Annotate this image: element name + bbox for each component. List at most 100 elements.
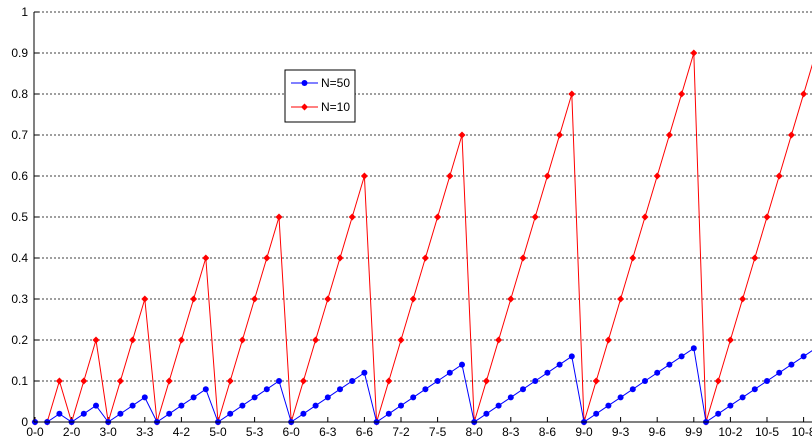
data-point-n50 — [788, 361, 795, 368]
data-point-n10 — [531, 213, 539, 221]
x-tick-label: 5-0 — [209, 425, 227, 439]
data-point-n10 — [165, 377, 173, 385]
y-tick-label: 0.6 — [11, 169, 28, 183]
data-point-n50 — [361, 369, 368, 376]
data-point-n50 — [312, 402, 319, 409]
data-point-n50 — [507, 394, 514, 401]
data-point-n10 — [519, 254, 527, 262]
x-tick-label: 3-3 — [136, 425, 154, 439]
data-point-n10 — [177, 336, 185, 344]
data-point-n10 — [751, 254, 759, 262]
legend-box — [284, 69, 356, 123]
data-point-n10 — [690, 49, 698, 57]
data-point-n50 — [727, 402, 734, 409]
data-point-n50 — [324, 394, 331, 401]
data-point-n50 — [129, 402, 136, 409]
y-tick-label: 0.5 — [11, 210, 28, 224]
series-group — [31, 49, 812, 426]
data-point-n10 — [336, 254, 344, 262]
data-point-n50 — [629, 386, 636, 393]
x-tick-label: 7-5 — [429, 425, 447, 439]
legend-label-n10: N=10 — [321, 100, 350, 114]
data-point-n50 — [715, 410, 722, 417]
x-tick-label: 10-8 — [792, 425, 812, 439]
data-point-n50 — [617, 394, 624, 401]
data-point-n50 — [532, 378, 539, 384]
data-point-n10 — [446, 172, 454, 180]
data-point-n50 — [776, 369, 783, 376]
data-point-n50 — [434, 378, 441, 384]
data-point-n50 — [751, 386, 758, 393]
x-tick-label: 8-6 — [539, 425, 557, 439]
data-point-n50 — [410, 394, 417, 401]
data-point-n10 — [275, 213, 283, 221]
x-tick-label: 6-3 — [319, 425, 337, 439]
data-point-n10 — [129, 336, 137, 344]
data-point-n50 — [385, 410, 392, 417]
data-point-n50 — [483, 410, 490, 417]
data-point-n50 — [276, 378, 282, 384]
data-point-n50 — [227, 410, 234, 417]
x-tick-label: 7-2 — [392, 425, 410, 439]
data-point-n50 — [117, 410, 124, 417]
x-tick-label: 3-0 — [100, 425, 118, 439]
data-point-n50 — [422, 386, 429, 393]
y-tick-label: 0.4 — [11, 251, 28, 265]
y-tick-label: 1 — [21, 5, 28, 19]
data-point-n10 — [360, 172, 368, 180]
x-tick-label: 4-2 — [173, 425, 191, 439]
data-point-n10 — [226, 377, 234, 385]
x-tick-label: 6-6 — [356, 425, 374, 439]
x-tick-label: 8-0 — [466, 425, 484, 439]
x-tick-label: 2-0 — [63, 425, 81, 439]
data-point-n50 — [739, 394, 746, 401]
data-point-n10 — [678, 90, 686, 98]
data-point-n50 — [654, 369, 661, 376]
data-point-n50 — [764, 378, 770, 384]
data-point-n10 — [495, 336, 503, 344]
y-axis-ticks: 0 0.1 0.2 0.3 0.4 0.5 0.6 0.7 0.8 0.9 1 — [11, 5, 39, 429]
data-point-n50 — [141, 394, 148, 401]
x-tick-label: 9-0 — [575, 425, 593, 439]
x-tick-label: 10-5 — [755, 425, 779, 439]
data-point-n10 — [604, 336, 612, 344]
data-point-n50 — [398, 402, 404, 409]
data-point-n10 — [141, 295, 149, 303]
x-tick-label: 10-2 — [718, 425, 742, 439]
data-point-n10 — [458, 131, 466, 139]
data-point-n10 — [726, 336, 734, 344]
data-point-n50 — [605, 402, 612, 409]
data-point-n50 — [666, 361, 673, 368]
grid-lines — [34, 11, 812, 382]
data-point-n10 — [251, 295, 259, 303]
data-point-n10 — [739, 295, 747, 303]
x-tick-label: 6-0 — [283, 425, 301, 439]
y-tick-label: 0.2 — [11, 333, 28, 347]
data-point-n50 — [459, 361, 465, 368]
data-point-n50 — [202, 386, 209, 393]
y-tick-label: 0 — [21, 415, 28, 429]
data-point-n10 — [92, 336, 100, 344]
data-point-n50 — [178, 402, 185, 409]
data-point-n50 — [690, 345, 697, 352]
data-point-n50 — [446, 369, 453, 376]
data-point-n10 — [787, 131, 795, 139]
x-axis-ticks: 0-0 2-0 3-0 3-3 4-2 5-0 5-3 6-0 6-3 6-6 7-2 7-5 8-0 8… — [26, 417, 812, 439]
data-point-n50 — [93, 402, 99, 409]
legend-marker-n50 — [301, 80, 308, 86]
data-point-n10 — [665, 131, 673, 139]
data-point-n10 — [629, 254, 637, 262]
x-tick-label: 8-3 — [502, 425, 520, 439]
data-point-n50 — [495, 402, 502, 409]
data-point-n10 — [409, 295, 417, 303]
y-tick-label: 0.9 — [11, 46, 28, 60]
data-point-n50 — [300, 410, 307, 417]
x-tick-label: 0-0 — [26, 425, 44, 439]
data-point-n50 — [239, 402, 246, 409]
data-point-n10 — [507, 295, 515, 303]
data-point-n10 — [238, 336, 246, 344]
y-tick-label: 0.8 — [11, 87, 28, 101]
data-point-n10 — [324, 295, 332, 303]
data-point-n10 — [482, 377, 490, 385]
data-point-n10 — [641, 213, 649, 221]
